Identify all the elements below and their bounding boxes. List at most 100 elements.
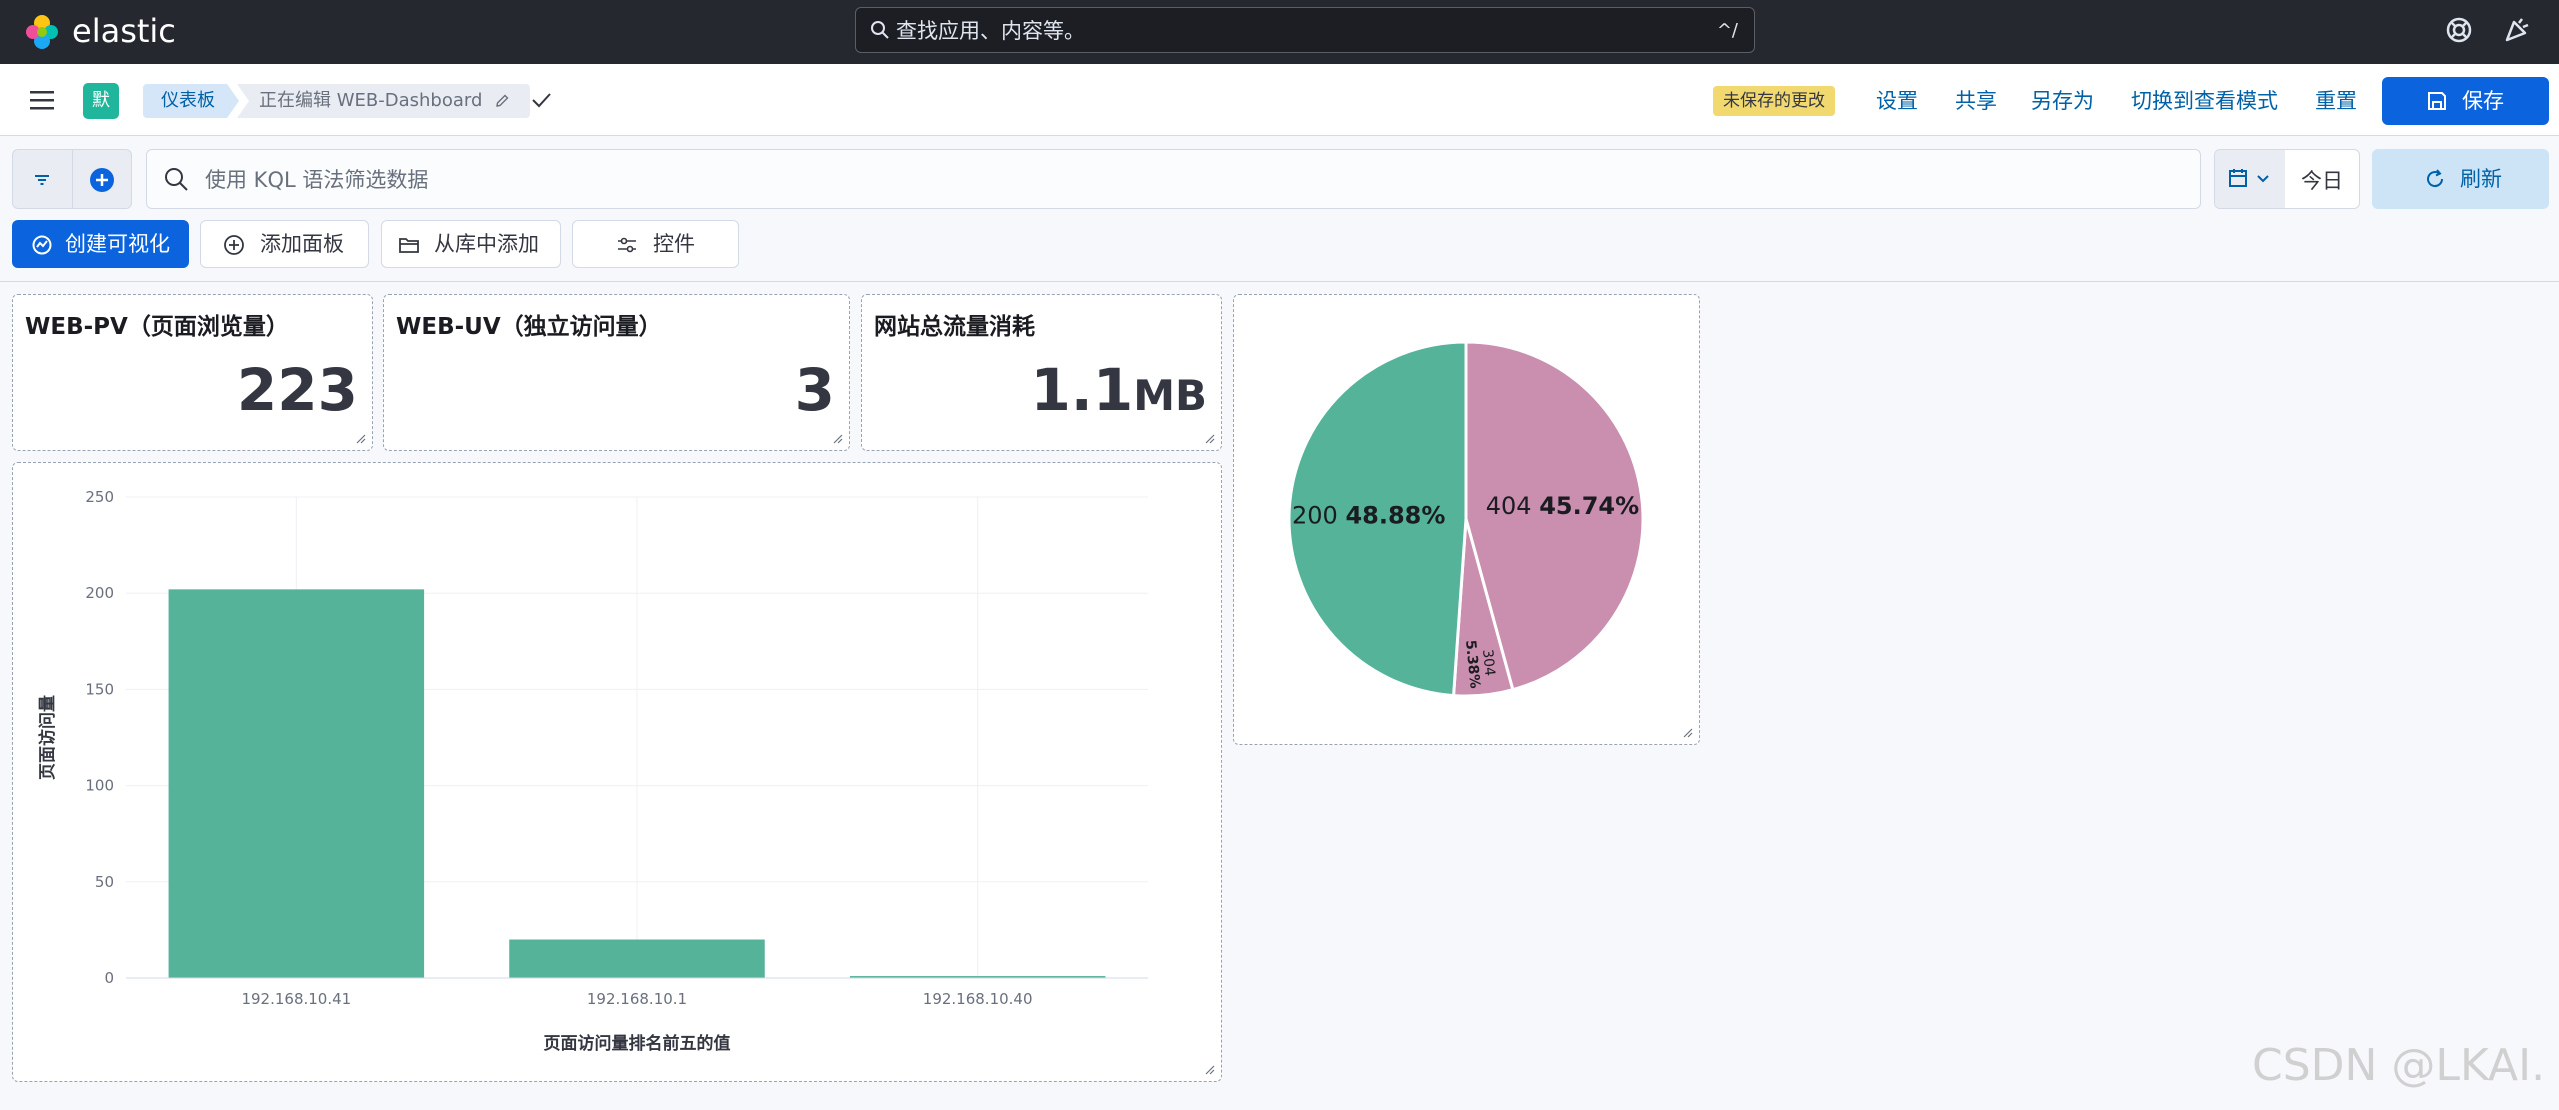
calendar-icon [2229, 169, 2247, 187]
elastic-logo-icon[interactable] [24, 14, 60, 50]
divider [72, 150, 73, 208]
y-tick-label: 150 [85, 680, 114, 698]
resize-handle-icon[interactable] [1681, 726, 1693, 738]
pie-label-percent: 5.38% [1462, 639, 1483, 689]
y-tick-label: 200 [85, 584, 114, 602]
search-shortcut: ^/ [1716, 20, 1738, 41]
visualize-icon [32, 235, 52, 255]
search-icon [165, 168, 188, 191]
y-axis-title: 页面访问量 [37, 695, 58, 780]
y-tick-label: 250 [85, 488, 114, 506]
quick-menu-button[interactable] [2215, 150, 2285, 208]
x-tick-label: 192.168.10.41 [241, 990, 351, 1008]
search-icon [871, 21, 889, 39]
breadcrumb-current[interactable]: 正在编辑 WEB-Dashboard [237, 84, 531, 118]
panel-title: WEB-UV（独立访问量） [396, 314, 662, 340]
bar [849, 976, 1106, 978]
refresh-icon [2427, 169, 2444, 188]
add-from-library-label: 从库中添加 [434, 232, 539, 256]
pie-slice [1287, 340, 1468, 698]
x-tick-label: 192.168.10.40 [923, 990, 1033, 1008]
controls-button[interactable]: 控件 [572, 220, 739, 268]
kql-search-input[interactable]: 使用 KQL 语法筛选数据 [146, 149, 2201, 209]
create-visualization-button[interactable]: 创建可视化 [12, 220, 189, 268]
resize-handle-icon[interactable] [1203, 1063, 1215, 1075]
toolbar-divider [0, 281, 2559, 282]
add-from-library-button[interactable]: 从库中添加 [381, 220, 561, 268]
breadcrumb-current-label: 正在编辑 WEB-Dashboard [259, 90, 483, 111]
date-picker: 今日 [2214, 149, 2360, 209]
chevron-down-icon [2257, 175, 2269, 183]
switch-view-mode-link[interactable]: 切换到查看模式 [2131, 89, 2278, 113]
folder-icon [399, 238, 419, 253]
panel-title: WEB-PV（页面浏览量） [25, 314, 289, 340]
pie-slice [1464, 340, 1645, 692]
y-tick-label: 0 [104, 969, 114, 987]
pie-chart-panel[interactable]: 404 45.74% 304 5.38% 200 48.88% [1233, 294, 1700, 745]
save-icon [2428, 92, 2446, 110]
kql-placeholder: 使用 KQL 语法筛选数据 [205, 168, 429, 192]
pv-metric-panel[interactable]: WEB-PV（页面浏览量） 223 [12, 294, 373, 451]
check-icon[interactable] [530, 89, 552, 111]
y-tick-label: 100 [85, 777, 114, 795]
top-header: elastic 查找应用、内容等。 ^/ [0, 0, 2559, 64]
x-axis-title: 页面访问量排名前五的值 [544, 1033, 731, 1054]
bar-chart-panel[interactable]: 0 50 100 150 200 250 192.168.10.41 192.168.10.1… [12, 462, 1222, 1082]
add-panel-label: 添加面板 [260, 232, 344, 256]
date-range-label[interactable]: 今日 [2301, 169, 2343, 193]
pie-label-category: 304 [1479, 649, 1498, 677]
unsaved-changes-badge: 未保存的更改 [1713, 86, 1835, 116]
metric-value: 1.1MB [1030, 355, 1207, 431]
save-label: 保存 [2462, 89, 2504, 113]
refresh-button[interactable]: 刷新 [2372, 149, 2549, 209]
app-header: 默 仪表板 正在编辑 WEB-Dashboard 未保存的更改 设置 共享 另存… [0, 64, 2559, 136]
global-search[interactable]: 查找应用、内容等。 ^/ [855, 7, 1755, 53]
x-tick-label: 192.168.10.1 [587, 990, 687, 1008]
metric-value: 223 [236, 356, 358, 424]
share-link[interactable]: 共享 [1955, 89, 1997, 113]
uv-metric-panel[interactable]: WEB-UV（独立访问量） 3 [383, 294, 850, 451]
breadcrumb-dashboards[interactable]: 仪表板 [143, 84, 239, 118]
bar [509, 939, 765, 978]
controls-icon [618, 237, 636, 253]
pie-label: 404 45.74% [1486, 492, 1639, 520]
pie-label: 200 48.88% [1292, 502, 1445, 530]
pencil-icon [496, 94, 509, 107]
pie-label-percent: 45.74% [1539, 492, 1639, 520]
bar [168, 589, 425, 978]
add-filter-icon[interactable] [88, 166, 116, 194]
y-tick-label: 50 [95, 873, 114, 891]
pie-label-percent: 48.88% [1345, 502, 1445, 530]
resize-handle-icon[interactable] [1203, 432, 1215, 444]
reset-link[interactable]: 重置 [2315, 89, 2357, 113]
controls-label: 控件 [653, 232, 695, 256]
newsfeed-icon[interactable] [2501, 14, 2533, 46]
filter-icon[interactable] [31, 169, 53, 191]
settings-link[interactable]: 设置 [1876, 89, 1918, 113]
refresh-label: 刷新 [2460, 167, 2502, 191]
plus-circle-icon [224, 235, 244, 255]
metric-unit: MB [1133, 371, 1207, 420]
resize-handle-icon[interactable] [831, 432, 843, 444]
create-visualization-label: 创建可视化 [65, 232, 170, 256]
help-icon[interactable] [2443, 14, 2475, 46]
filter-controls [12, 149, 132, 209]
resize-handle-icon[interactable] [354, 432, 366, 444]
brand-name: elastic [72, 12, 176, 50]
add-panel-button[interactable]: 添加面板 [200, 220, 369, 268]
save-button[interactable]: 保存 [2382, 77, 2549, 125]
panel-title: 网站总流量消耗 [874, 314, 1035, 340]
watermark: CSDN @LKAI. [2252, 1040, 2546, 1091]
metric-number: 1.1 [1030, 356, 1134, 424]
menu-icon[interactable] [28, 88, 56, 112]
traffic-metric-panel[interactable]: 网站总流量消耗 1.1MB [861, 294, 1222, 451]
pie-label-category: 200 [1292, 502, 1345, 530]
save-as-link[interactable]: 另存为 [2031, 89, 2094, 113]
space-avatar[interactable]: 默 [83, 83, 119, 119]
pie-label-category: 404 [1486, 492, 1539, 520]
search-placeholder: 查找应用、内容等。 [896, 19, 1085, 43]
bar-chart: 0 50 100 150 200 250 192.168.10.41 192.168.10.1… [37, 488, 1148, 1054]
metric-value: 3 [794, 356, 835, 424]
